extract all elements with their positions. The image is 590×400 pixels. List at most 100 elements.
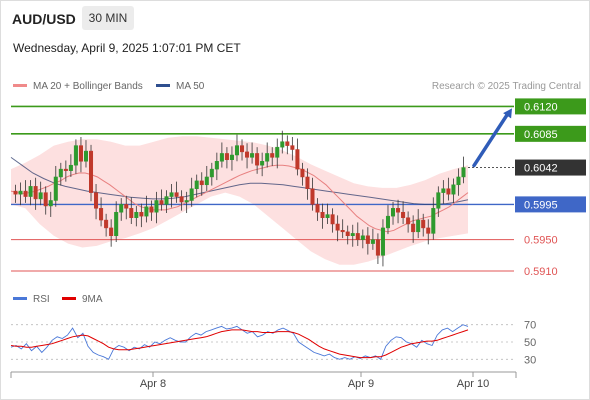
candle-body xyxy=(391,208,396,217)
candle-body xyxy=(401,211,406,218)
candle-body xyxy=(144,206,149,217)
candle-body xyxy=(18,190,23,195)
ma50-swatch xyxy=(156,83,170,87)
rsi-tick-70: 70 xyxy=(524,320,536,332)
rsi-ma-swatch xyxy=(62,296,76,300)
level-label-0.6042: 0.6042 xyxy=(524,163,558,175)
legend-ma20: MA 20 + Bollinger Bands xyxy=(13,81,143,92)
candle-body xyxy=(396,208,401,213)
candle-body xyxy=(139,211,144,217)
legend-rsi: RSI xyxy=(13,294,50,305)
candle-body xyxy=(184,200,189,203)
rsi-tick-30: 30 xyxy=(524,354,536,366)
candle-body xyxy=(436,192,441,209)
candle-body xyxy=(340,230,345,233)
candle-body xyxy=(124,204,129,209)
candle-body xyxy=(174,192,179,197)
candle-body xyxy=(280,141,285,148)
level-label-0.6120-bg xyxy=(515,98,586,115)
candle-body xyxy=(290,145,295,150)
candle-body xyxy=(456,176,461,186)
candle-body xyxy=(250,153,255,158)
target-arrow-head xyxy=(503,108,512,119)
level-label-0.5995-bg xyxy=(515,196,586,213)
level-label-0.6085-bg xyxy=(515,125,586,142)
candle-body xyxy=(411,223,416,233)
ma20-label: MA 20 + Bollinger Bands xyxy=(33,81,143,92)
candle-body xyxy=(270,153,275,158)
rsi-swatch xyxy=(13,296,27,300)
candle-body xyxy=(53,176,58,201)
candle-body xyxy=(350,233,355,236)
time-tick-label: Apr 8 xyxy=(140,378,166,390)
candle-body xyxy=(446,188,451,195)
candle-body xyxy=(260,161,265,166)
candle-body xyxy=(134,211,139,218)
legend-rsi-ma: 9MA xyxy=(62,294,103,305)
candle-body xyxy=(43,192,48,207)
candle-body xyxy=(325,214,330,218)
candle-body xyxy=(164,196,169,205)
rsi-label: RSI xyxy=(33,294,50,305)
candle-body xyxy=(295,149,300,170)
target-arrow-shaft xyxy=(472,111,510,168)
candle-body xyxy=(68,164,73,171)
candle-body xyxy=(154,200,159,213)
header: AUD/USD 30 MIN xyxy=(0,0,590,38)
candle-body xyxy=(169,192,174,197)
candle-body xyxy=(421,219,426,229)
candle-body xyxy=(365,235,370,244)
candle-body xyxy=(315,204,320,213)
candle-body xyxy=(28,186,33,197)
ma20-swatch xyxy=(13,83,27,87)
level-label-0.6085: 0.6085 xyxy=(524,129,558,141)
candle-body xyxy=(385,215,390,229)
candle-body xyxy=(23,190,28,197)
candle-body xyxy=(375,239,380,256)
candle-body xyxy=(370,239,375,244)
candle-body xyxy=(310,188,315,205)
candle-body xyxy=(245,151,250,158)
candle-body xyxy=(355,233,360,240)
candle-body xyxy=(109,227,114,236)
candle-body xyxy=(114,211,119,236)
ma50-line xyxy=(10,156,469,205)
candle-body xyxy=(194,180,199,189)
bollinger-band-area xyxy=(11,136,468,265)
candle-body xyxy=(360,235,365,240)
candle-body xyxy=(240,145,245,153)
candle-body xyxy=(330,214,335,225)
candle-body xyxy=(335,223,340,231)
candle-body xyxy=(426,227,431,234)
ma20-line xyxy=(10,164,469,233)
candle-body xyxy=(255,153,260,166)
candles-group xyxy=(13,130,466,267)
rsi-ma-label: 9MA xyxy=(82,294,103,305)
candle-body xyxy=(345,231,350,236)
candle-body xyxy=(159,200,164,205)
candle-body xyxy=(214,161,219,170)
ma50-label: MA 50 xyxy=(176,81,205,92)
candle-body xyxy=(48,200,53,207)
candle-body xyxy=(149,206,154,213)
candle-body xyxy=(219,153,224,162)
datetime-label: Wednesday, April 9, 2025 1:07:01 PM CET xyxy=(13,41,241,55)
legend-ma50: MA 50 xyxy=(156,81,204,92)
candle-body xyxy=(285,141,290,146)
candle-body xyxy=(209,168,214,178)
level-label-0.6042-bg xyxy=(515,159,586,176)
level-label-0.5910: 0.5910 xyxy=(524,266,558,278)
symbol-title: AUD/USD xyxy=(12,11,76,27)
candle-body xyxy=(104,219,109,229)
candle-body xyxy=(73,145,78,166)
candle-body xyxy=(204,176,209,186)
candle-body xyxy=(189,188,194,201)
candle-body xyxy=(38,192,43,200)
candle-body xyxy=(179,196,184,203)
level-label-0.6120: 0.6120 xyxy=(524,101,558,113)
candle-body xyxy=(406,217,411,225)
time-tick-label: Apr 10 xyxy=(457,378,489,390)
candle-body xyxy=(265,153,270,162)
timeframe-badge[interactable]: 30 MIN xyxy=(82,6,134,30)
